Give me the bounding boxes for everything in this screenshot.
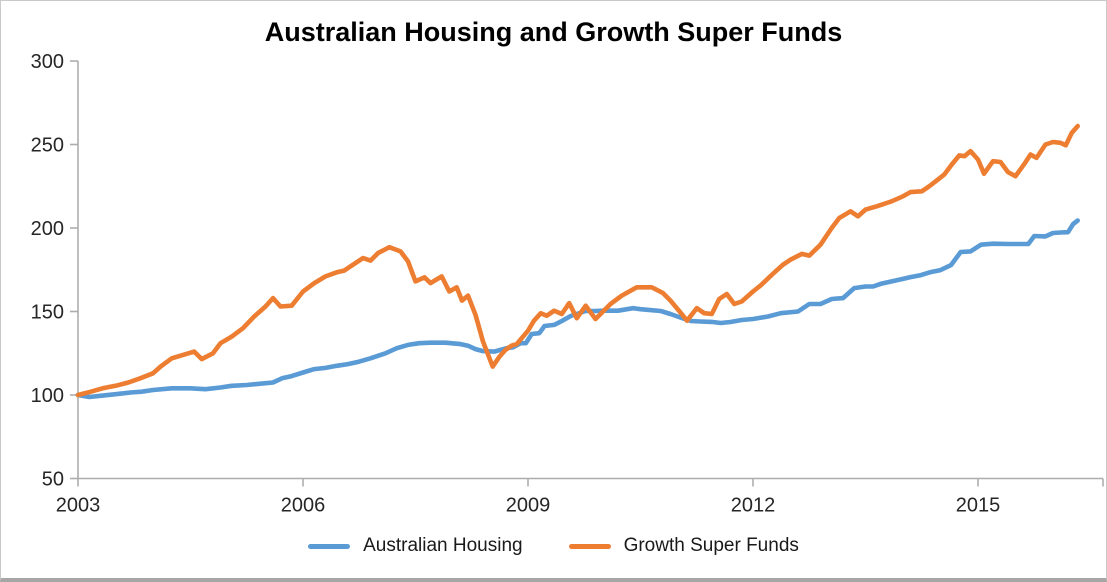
- growth-super-funds-legend-label: Growth Super Funds: [623, 535, 799, 556]
- y-tick-label: 200: [31, 218, 64, 240]
- australian-housing-line-swatch: [308, 543, 351, 549]
- y-tick-label: 150: [31, 302, 64, 324]
- growth-super-funds-line-swatch: [568, 543, 611, 549]
- series-line-australian-housing: [75, 218, 1080, 400]
- y-tick-label: 100: [31, 385, 64, 407]
- series-line-growth-super-funds: [75, 123, 1080, 398]
- x-tick-label: 2003: [56, 495, 101, 517]
- legend-item-australian-housing: Australian Housing: [308, 535, 523, 557]
- legend-item-growth-super-funds: Growth Super Funds: [568, 535, 799, 557]
- x-tick-label: 2006: [281, 495, 326, 517]
- x-tick-label: 2015: [956, 495, 1001, 517]
- x-tick-label: 2009: [506, 495, 551, 517]
- legend: Australian Housing Growth Super Funds: [1, 535, 1106, 557]
- x-tick-label: 2012: [731, 495, 776, 517]
- y-tick-label: 300: [31, 51, 64, 73]
- chart-title: Australian Housing and Growth Super Fund…: [264, 17, 843, 47]
- australian-housing-legend-label: Australian Housing: [363, 535, 523, 556]
- y-tick-label: 50: [42, 469, 64, 491]
- y-tick-label: 250: [31, 135, 64, 157]
